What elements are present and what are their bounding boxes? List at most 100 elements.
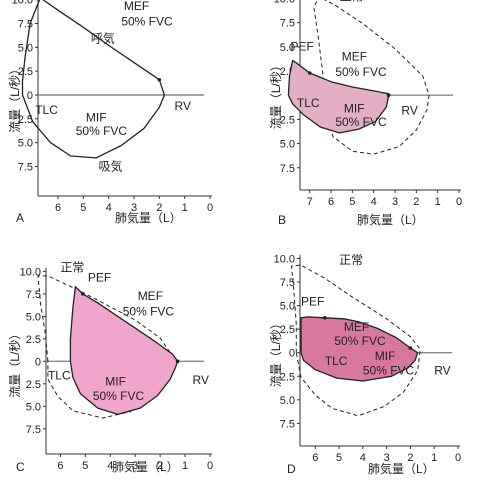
x-tick-label: 5: [349, 196, 355, 208]
y-tick-label: 2.5: [26, 379, 41, 391]
x-tick-label: 2: [413, 196, 419, 208]
y-tick-label: 5.0: [18, 138, 33, 150]
y-tick-label: 5.0: [280, 395, 295, 407]
annotation-label: PEF: [88, 270, 111, 284]
y-tick-label: 2.5: [26, 334, 41, 346]
annotation-label: 正常: [340, 0, 364, 3]
curve-marker: [81, 292, 85, 296]
panel-a: 10.07.55.02.502.55.07.56543210PEFMEF50% …: [8, 0, 213, 225]
curve-marker: [175, 359, 180, 364]
annotation-label: TLC: [325, 354, 348, 368]
y-tick-label: 2.5: [280, 114, 295, 126]
annotation-label: RV: [175, 99, 191, 113]
curve-marker: [157, 77, 162, 82]
panel-c: 10.07.55.02.502.55.07.56 5 4 3 2 1 0正常PEFMEF50…: [8, 260, 213, 474]
x-axis-label: 肺気量（L）: [368, 461, 435, 476]
y-tick-label: 2.5: [280, 371, 295, 383]
annotation-label: 50% FVC: [93, 389, 145, 403]
x-tick-label: 4: [106, 202, 112, 214]
annotation-label: TLC: [48, 368, 71, 382]
x-tick-label: 5: [82, 460, 88, 472]
x-tick-label: 5: [336, 452, 342, 464]
y-tick-label: 2.5: [18, 114, 33, 126]
annotation-label: 正常: [339, 253, 363, 267]
x-tick-label: 4: [107, 460, 113, 472]
x-tick-label: 0: [207, 202, 213, 214]
normal-curve: [313, 0, 430, 155]
x-tick-label: 1: [435, 196, 441, 208]
x-tick-label: 1: [431, 452, 437, 464]
panel-letter: A: [16, 211, 24, 225]
annotation-label: MEF: [138, 289, 163, 303]
annotation-label: 50% FVC: [76, 124, 128, 138]
annotation-label: 呼気: [91, 31, 115, 46]
y-tick-label: 7.5: [18, 161, 33, 173]
panel-letter: C: [16, 460, 25, 474]
x-tick-label: 4: [371, 196, 377, 208]
annotation-label: MIF: [105, 375, 126, 389]
x-tick-label: 6: [55, 202, 61, 214]
annotation-label: TLC: [297, 96, 320, 110]
x-tick-label: 2: [407, 452, 413, 464]
annotation-label: MIF: [344, 102, 365, 116]
panel-letter: D: [287, 462, 296, 476]
x-axis-label: 肺気量（L）: [115, 210, 182, 225]
x-tick-label: 6: [57, 460, 63, 472]
y-tick-label: 2.5: [18, 66, 33, 78]
y-tick-label: 7.5: [280, 18, 295, 30]
annotation-label: TLC: [35, 103, 58, 117]
y-tick-label: 0: [289, 348, 295, 360]
annotation-label: 正常: [60, 260, 84, 274]
y-axis-label: 流量（L/秒）: [8, 328, 22, 398]
y-tick-label: 5.0: [280, 301, 295, 313]
annotation-label: MEF: [342, 49, 367, 63]
panel-letter: B: [278, 213, 286, 227]
y-tick-label: 5.0: [26, 311, 41, 323]
panel-d: 10.07.55.02.502.55.07.56 5 4 3 2 1 0正常PEFMEF50…: [269, 253, 461, 476]
x-tick-label: 2: [156, 202, 162, 214]
y-tick-label: 10.0: [274, 0, 295, 6]
x-tick-label: 7: [307, 196, 313, 208]
curve-marker: [408, 346, 413, 350]
y-tick-label: 0: [27, 90, 33, 102]
x-tick-label: 0: [455, 452, 461, 464]
x-tick-label: 6: [328, 196, 334, 208]
curve-marker: [307, 71, 312, 75]
x-tick-label: 3: [131, 202, 137, 214]
y-tick-label: 10.0: [20, 266, 41, 278]
y-tick-label: 7.5: [280, 418, 295, 430]
x-axis-label: 肺気量（L）: [357, 212, 424, 227]
y-axis-label: 流量（L/秒）: [269, 59, 283, 129]
annotation-label: MIF: [375, 349, 396, 363]
x-tick-label: 3: [132, 460, 138, 472]
annotation-label: 50% FVC: [121, 14, 173, 28]
annotation-label: MEF: [344, 320, 369, 334]
annotation-label: 50% FVC: [335, 115, 387, 129]
y-tick-label: 2.5: [280, 324, 295, 336]
annotation-label: RV: [401, 104, 417, 118]
x-tick-label: 1: [182, 460, 188, 472]
x-tick-label: 3: [392, 196, 398, 208]
x-tick-label: 1: [182, 202, 188, 214]
x-axis-label: 肺気量（L）: [112, 459, 179, 474]
y-tick-label: 7.5: [280, 163, 295, 175]
annotation-label: PEF: [291, 40, 314, 54]
y-tick-label: 0: [35, 356, 41, 368]
y-axis-label: 流量（L/秒）: [269, 317, 283, 387]
y-tick-label: 7.5: [280, 277, 295, 289]
y-tick-label: 7.5: [26, 424, 41, 436]
annotation-label: MIF: [86, 111, 107, 125]
x-tick-label: 3: [384, 452, 390, 464]
curve-marker: [386, 93, 391, 98]
x-tick-label: 4: [360, 452, 366, 464]
annotation-label: RV: [193, 373, 209, 387]
panel-b: 10.07.55.02.502.55.07.576543210正常PEFMEF5…: [269, 0, 462, 227]
y-tick-label: 10.0: [274, 253, 295, 265]
annotation-label: PEF: [301, 295, 324, 309]
x-tick-label: 0: [207, 460, 213, 472]
x-tick-label: 0: [456, 196, 462, 208]
annotation-label: MEF: [124, 0, 149, 13]
y-tick-label: 5.0: [26, 401, 41, 413]
x-tick-label: 5: [80, 202, 86, 214]
